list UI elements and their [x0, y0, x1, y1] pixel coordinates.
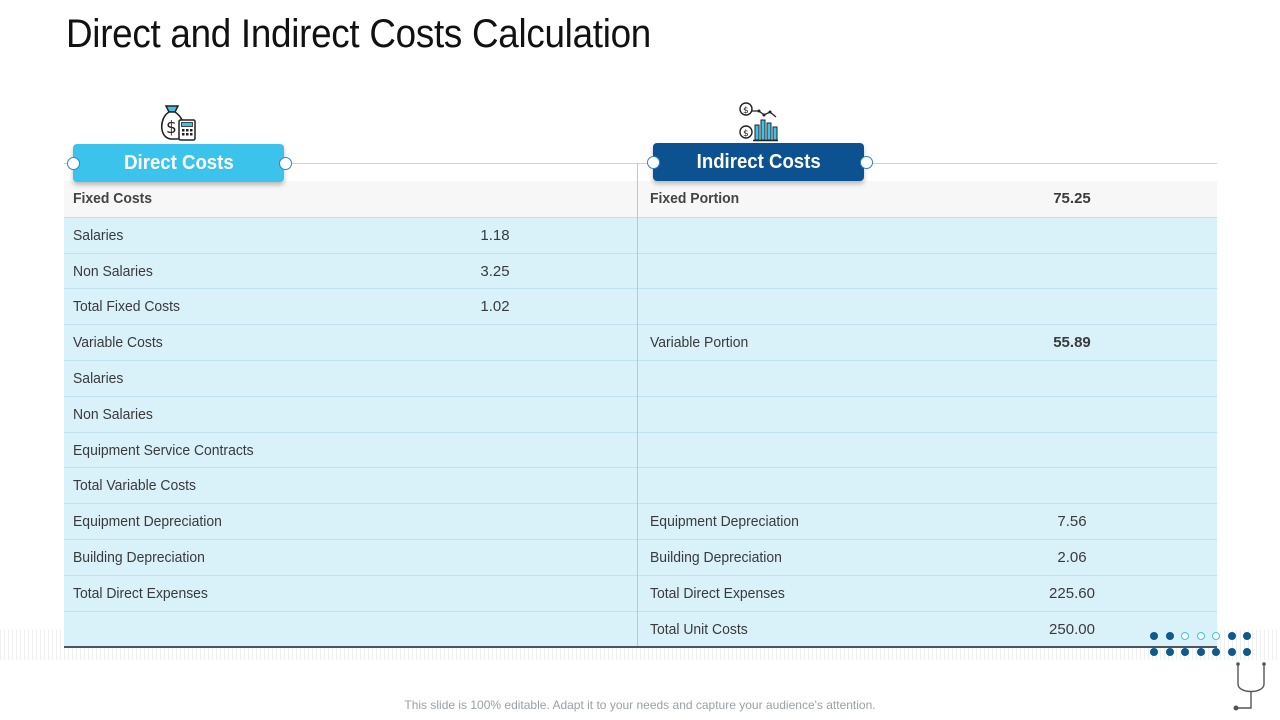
money-bag-calculator-icon: $	[160, 105, 196, 141]
cost-table: Fixed Costs Fixed Portion 75.25 Salaries 1.1…	[64, 181, 1217, 648]
svg-text:$: $	[166, 118, 177, 138]
direct-row-label: Variable Costs	[73, 334, 163, 352]
decor-dot	[1227, 648, 1236, 656]
connector-knob	[279, 157, 292, 170]
decor-dot	[1181, 648, 1189, 656]
direct-row-label: Total Direct Expenses	[73, 584, 208, 602]
indirect-row-value: 75.25	[1053, 190, 1091, 207]
table-row: Fixed Costs Fixed Portion 75.25	[64, 181, 1217, 217]
page-title: Direct and Indirect Costs Calculation	[66, 12, 651, 56]
connector-knob	[647, 156, 660, 169]
footer-note: This slide is 100% editable. Adapt it to…	[404, 698, 876, 712]
direct-row-label: Total Fixed Costs	[73, 298, 180, 316]
decor-dot	[1181, 632, 1189, 640]
decor-dot	[1196, 632, 1205, 640]
indirect-row-label: Fixed Portion	[650, 190, 740, 207]
decor-dot	[1165, 632, 1174, 640]
table-row: Equipment Depreciation Equipment Deprecia…	[64, 503, 1217, 540]
direct-row-value: 3.25	[480, 262, 510, 280]
connector-knob	[860, 156, 873, 169]
direct-row-label: Equipment Depreciation	[73, 513, 222, 531]
direct-row-label: Salaries	[73, 226, 124, 244]
decor-dot	[1165, 648, 1174, 656]
indirect-row-value: 2.06	[1057, 549, 1087, 566]
decor-dot	[1150, 648, 1158, 656]
decor-dot	[1212, 632, 1220, 640]
indirect-row-value: 250.00	[1049, 620, 1095, 638]
decor-dot	[1196, 648, 1205, 656]
decor-dot	[1227, 632, 1236, 640]
stethoscope-icon	[1233, 662, 1266, 711]
direct-row-label: Non Salaries	[73, 262, 153, 280]
table-row: Variable Costs Variable Portion 55.89	[64, 324, 1217, 361]
indirect-row-label: Equipment Depreciation	[650, 513, 799, 531]
money-chart-icon: $ $	[739, 102, 778, 142]
indirect-row-label: Total Direct Expenses	[650, 584, 785, 602]
table-row: Total Fixed Costs 1.02	[64, 288, 1217, 325]
connector-knob	[67, 157, 80, 170]
direct-row-label: Fixed Costs	[73, 190, 153, 207]
decor-dot	[1243, 648, 1251, 656]
table-row: Equipment Service Contracts	[64, 431, 1217, 469]
column-divider	[637, 163, 638, 646]
direct-row-value: 1.02	[480, 298, 510, 316]
direct-row-label: Total Variable Costs	[73, 477, 197, 495]
direct-row-label: Non Salaries	[73, 405, 153, 423]
indirect-costs-label: Indirect Costs	[696, 150, 821, 173]
svg-text:$: $	[743, 129, 749, 139]
svg-text:$: $	[743, 106, 749, 116]
table-row: Non Salaries	[64, 395, 1217, 433]
indirect-costs-header: Indirect Costs	[653, 143, 864, 181]
indirect-row-value: 7.56	[1057, 513, 1087, 531]
table-row: Total Unit Costs 250.00	[64, 610, 1217, 648]
table-row: Salaries 1.18	[64, 216, 1217, 254]
direct-costs-header: Direct Costs	[73, 144, 284, 182]
indirect-row-label: Total Unit Costs	[650, 620, 748, 638]
direct-row-label: Building Depreciation	[73, 549, 205, 566]
decor-dot	[1212, 648, 1220, 656]
decor-dot	[1150, 632, 1158, 640]
indirect-row-value: 55.89	[1053, 334, 1091, 352]
direct-costs-label: Direct Costs	[123, 151, 234, 174]
direct-row-label: Salaries	[73, 370, 124, 387]
table-row: Total Variable Costs	[64, 467, 1217, 504]
indirect-row-value: 225.60	[1049, 584, 1095, 602]
table-row: Salaries	[64, 360, 1217, 397]
table-row: Building Depreciation Building Depreciati…	[64, 539, 1217, 576]
direct-row-value: 1.18	[480, 226, 510, 244]
header-line	[64, 163, 1217, 164]
table-row: Total Direct Expenses Total Direct Expens…	[64, 574, 1217, 612]
indirect-row-label: Variable Portion	[650, 334, 749, 352]
direct-row-label: Equipment Service Contracts	[73, 441, 254, 459]
decor-dot	[1243, 632, 1251, 640]
indirect-row-label: Building Depreciation	[650, 549, 782, 566]
table-row: Non Salaries 3.25	[64, 252, 1217, 290]
